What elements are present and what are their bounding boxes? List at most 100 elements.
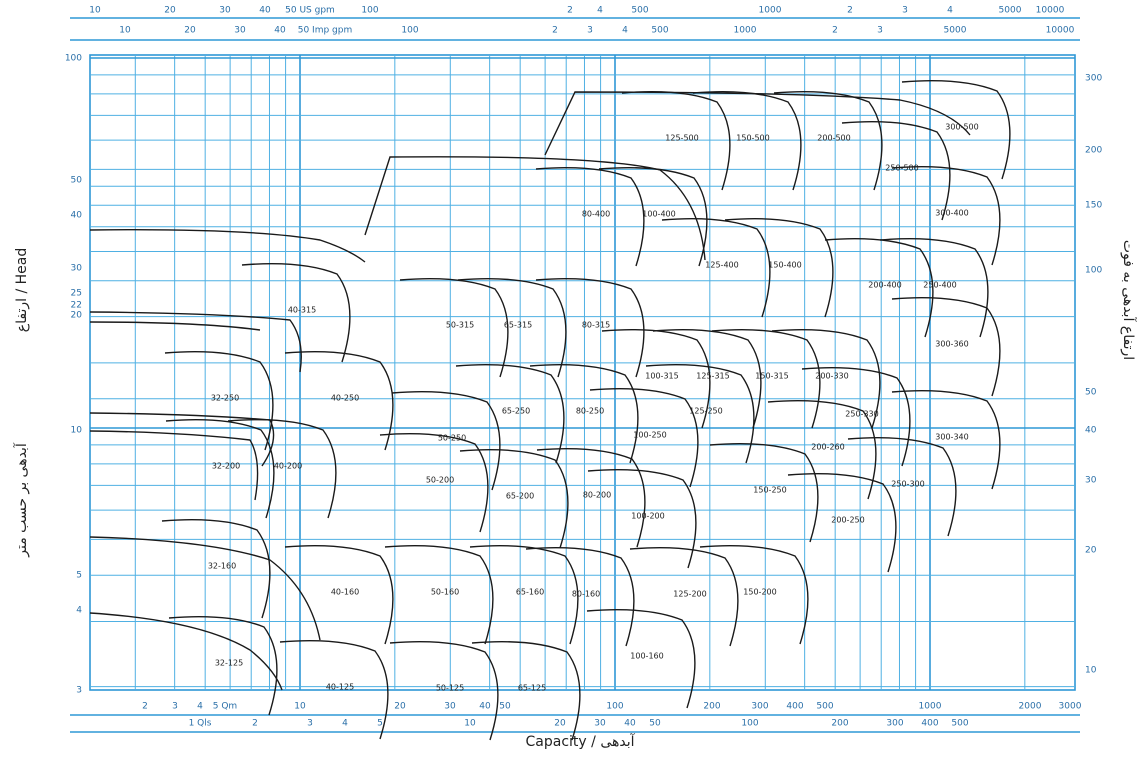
tile-outline [284,545,394,645]
tile-outline [529,364,639,464]
tile-label: 125-500 [665,134,698,143]
tick-label: 20 [184,26,196,36]
tick-label: 300 [886,719,903,729]
tick-label: 50 [649,719,661,729]
tick-label: 1000 [734,26,757,36]
tile-label: 150-315 [755,372,788,381]
tick-label: 2 [142,702,148,712]
tile-label: 40-160 [331,588,359,597]
tile-outline [645,364,755,464]
tile-label: 150-250 [753,486,786,495]
tick-label: 20 [1085,546,1097,556]
tick-label: 3 [877,26,883,36]
tick-label: 40 [1085,426,1097,436]
tile-label: 100-400 [642,210,675,219]
right-title: ارتفاع آبدهی به فوت [1120,240,1137,360]
tick-label: 3 [902,6,908,16]
tick-label: 50 Imp gpm [298,26,353,36]
tile-label: 65-315 [504,321,532,330]
tile-outline [661,218,771,318]
tick-label: 30 [594,719,606,729]
tile-outline [455,364,565,464]
tile-outline [587,469,697,569]
tick-label: 4 [597,6,603,16]
tile-outline [161,519,271,619]
tile-label: 200-260 [811,443,844,452]
tick-label: 20 [554,719,566,729]
tick-label: 2 [847,6,853,16]
tick-label: 30 [444,702,456,712]
tile-label: 250-400 [923,281,956,290]
tick-label: 2 [252,719,258,729]
tile-outline [601,329,711,429]
curve [89,430,259,501]
plot-frame [89,54,1076,691]
tile-label: 65-125 [518,684,546,693]
tile-outline [165,419,275,519]
tile-label: 80-400 [582,210,610,219]
curve [89,321,261,331]
tick-label: 20 [164,6,176,16]
tile-label: 32-160 [208,562,236,571]
tile-label: 125-315 [696,372,729,381]
tile-outline [589,388,699,488]
tile-label: 250-500 [885,164,918,173]
tick-label: 500 [816,702,833,712]
tile-label: 200-400 [868,281,901,290]
tile-label: 50-160 [431,588,459,597]
tick-label: 200 [703,702,720,712]
tile-outline [621,91,731,191]
tile-label: 100-315 [645,372,678,381]
tick-label: 30 [1085,476,1097,486]
tile-outline [164,351,274,451]
tile-outline [709,443,819,543]
tile-label: 50-125 [436,684,464,693]
left-title-2: آبدهی بر حسب متر [13,442,30,558]
tile-outline [652,329,762,429]
tick-label: 4 [342,719,348,729]
tick-label: 300 [751,702,768,712]
curve [89,311,302,373]
tick-label: 25 [71,289,82,299]
tile-label: 200-330 [815,372,848,381]
tile-label: 50-250 [438,434,466,443]
tick-label: 2 [567,6,573,16]
tick-label: 200 [1085,146,1102,156]
curve [89,229,366,263]
tick-label: 1 Qls [189,719,212,729]
tick-label: 2 [832,26,838,36]
tile-label: 65-250 [502,407,530,416]
tile-label: 250-300 [891,480,924,489]
tick-label: 100 [401,26,418,36]
tile-outline [773,91,883,191]
tile-outline [379,433,489,533]
axis-labels: 10 20 30 40 50 US gpm 100 2 4 500 1000 2 3 4 5000 1000… [65,6,1103,729]
tick-label: 10 [119,26,131,36]
tile-label: 32-200 [212,462,240,471]
tick-label: 5000 [999,6,1022,16]
tick-label: 100 [741,719,758,729]
tick-label: 4 [197,702,203,712]
tick-label: 2000 [1019,702,1042,712]
tile-outline [629,547,739,647]
tick-label: 10 [89,6,101,16]
tile-outline [787,473,897,573]
tile-label: 100-200 [631,512,664,521]
tile-outline [724,218,834,318]
tile-outline [391,391,501,491]
tile-label: 50-200 [426,476,454,485]
tick-label: 100 [1085,266,1102,276]
tick-label: 3 [76,686,82,696]
tick-label: 5000 [944,26,967,36]
tile-outline [841,121,951,221]
tile-label: 200-250 [831,516,864,525]
tick-label: 4 [947,6,953,16]
tile-label: 32-250 [211,394,239,403]
tile-outline [227,419,337,519]
tile-label: 250-330 [845,410,878,419]
tile-outline [824,238,934,338]
curve [89,412,275,467]
tick-label: 10 [294,702,306,712]
tick-label: 22 [71,301,82,311]
